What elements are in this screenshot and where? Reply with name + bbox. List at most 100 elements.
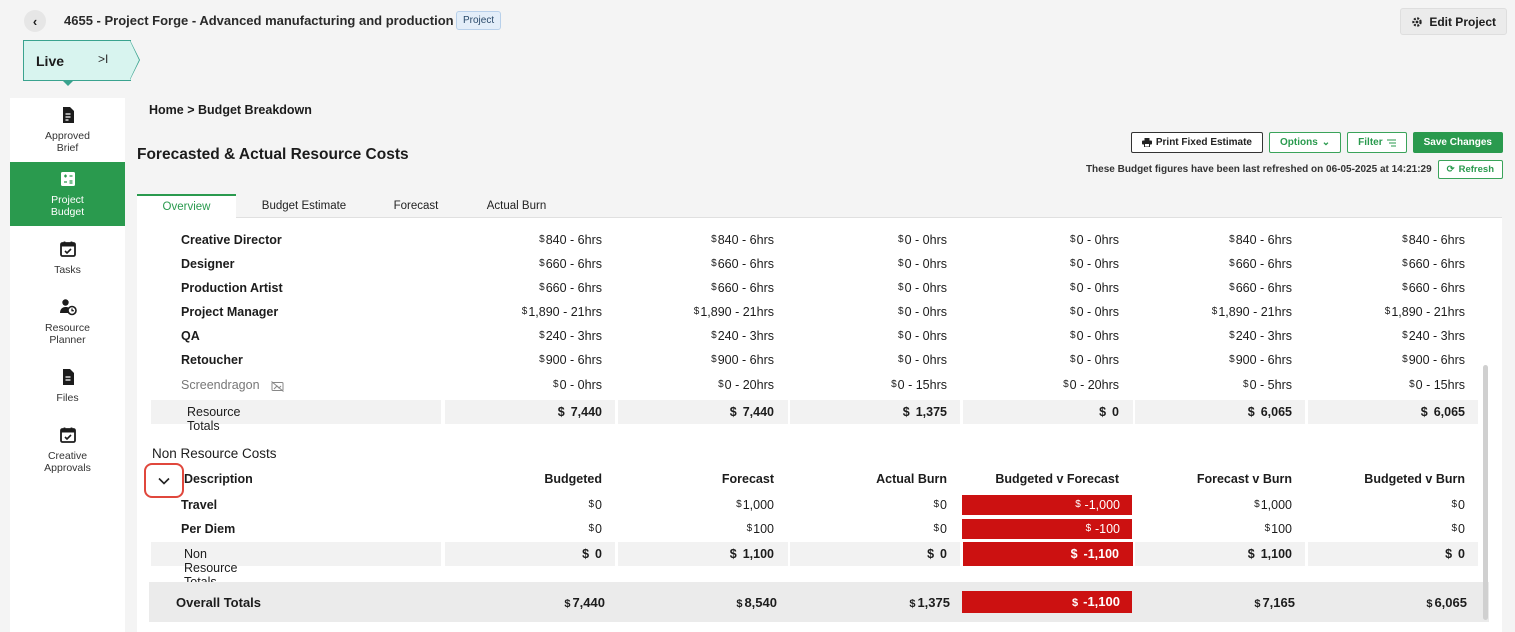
toolbar: Print Fixed Estimate Options ⌄ Filter Sa… bbox=[1130, 132, 1503, 153]
totals-cell bbox=[1135, 542, 1305, 566]
tab-bar: Overview Budget Estimate Forecast Actual… bbox=[137, 194, 1502, 218]
user-clock-icon bbox=[59, 299, 77, 316]
resource-cost-cell: $660 - 6hrs bbox=[539, 257, 602, 271]
status-toggle-icon[interactable]: >I bbox=[98, 52, 109, 66]
resource-cost-cell: $240 - 3hrs bbox=[711, 329, 774, 343]
totals-value: $0 bbox=[1099, 405, 1119, 419]
sidebar-item-project-budget[interactable]: Project Budget bbox=[10, 162, 125, 226]
refresh-icon: ⟳ bbox=[1446, 164, 1455, 175]
resource-cost-cell: $660 - 6hrs bbox=[1229, 257, 1292, 271]
non-resource-cost-cell: $1,000 bbox=[1254, 498, 1292, 512]
totals-value: $1,100 bbox=[729, 547, 774, 561]
non-resource-cost-cell: $100 bbox=[1264, 522, 1292, 536]
resource-cost-cell: $0 - 0hrs bbox=[898, 257, 947, 271]
resource-cost-cell: $660 - 6hrs bbox=[1402, 257, 1465, 271]
resource-cost-cell: $1,890 - 21hrs bbox=[1384, 305, 1465, 319]
resource-name: Production Artist bbox=[181, 281, 283, 295]
image-off-icon bbox=[271, 381, 284, 392]
totals-value: $7,440 bbox=[729, 405, 774, 419]
back-button[interactable]: ‹ bbox=[24, 10, 46, 32]
filter-button[interactable]: Filter bbox=[1347, 132, 1407, 153]
totals-cell bbox=[963, 542, 1133, 566]
non-resource-cost-cell: $0 bbox=[588, 522, 602, 536]
resource-totals-label: Resource Totals bbox=[187, 405, 241, 433]
overall-totals-row: Overall Totals $7,440 $8,540 $1,375 $ -1,10… bbox=[149, 582, 1489, 622]
resource-name: Screendragon bbox=[181, 378, 260, 392]
resource-cost-cell: $0 - 0hrs bbox=[1070, 353, 1119, 367]
scrollbar[interactable] bbox=[1483, 365, 1488, 620]
resource-name: Project Manager bbox=[181, 305, 279, 319]
resource-cost-cell: $1,890 - 21hrs bbox=[1211, 305, 1292, 319]
sidebar-item-label: Project bbox=[51, 194, 84, 206]
tab-forecast[interactable]: Forecast bbox=[393, 200, 439, 212]
totals-cell bbox=[445, 400, 615, 424]
resource-cost-cell: $660 - 6hrs bbox=[539, 281, 602, 295]
file-icon bbox=[62, 369, 74, 385]
resource-cost-cell: $0 - 0hrs bbox=[1070, 233, 1119, 247]
document-icon bbox=[62, 107, 74, 123]
filter-icon bbox=[1386, 139, 1396, 146]
totals-cell bbox=[1135, 400, 1305, 424]
chevron-down-icon: ⌄ bbox=[1321, 137, 1331, 148]
edit-project-button[interactable]: Edit Project bbox=[1400, 8, 1507, 35]
tab-actual-burn[interactable]: Actual Burn bbox=[486, 200, 547, 212]
totals-value: $ -1,100 bbox=[1070, 547, 1119, 561]
totals-value: $6,065 bbox=[1420, 405, 1465, 419]
options-button[interactable]: Options ⌄ bbox=[1269, 132, 1342, 153]
sidebar-item-label: Creative bbox=[47, 450, 88, 462]
resource-cost-cell: $840 - 6hrs bbox=[1229, 233, 1292, 247]
sidebar-item-label: Budget bbox=[50, 206, 85, 218]
resource-cost-cell: $0 - 0hrs bbox=[1070, 329, 1119, 343]
column-header: Budgeted bbox=[544, 472, 602, 486]
non-resource-cost-cell: $100 bbox=[746, 522, 774, 536]
page-title: Forecasted & Actual Resource Costs bbox=[137, 146, 409, 163]
totals-cell bbox=[445, 542, 615, 566]
resource-cost-cell: $0 - 20hrs bbox=[718, 378, 774, 392]
resource-cost-cell: $900 - 6hrs bbox=[1229, 353, 1292, 367]
sidebar-item-label: Resource bbox=[45, 322, 90, 334]
totals-value: $0 bbox=[927, 547, 947, 561]
resource-name: Creative Director bbox=[181, 233, 282, 247]
status-live: Live bbox=[23, 40, 131, 81]
resource-cost-cell: $1,890 - 21hrs bbox=[521, 305, 602, 319]
totals-cell bbox=[1308, 400, 1478, 424]
sidebar-item-approved-brief[interactable]: Approved Brief bbox=[10, 98, 125, 162]
resource-cost-cell: $0 - 0hrs bbox=[898, 353, 947, 367]
sidebar-item-label: Approvals bbox=[44, 462, 91, 474]
sidebar-item-resource-planner[interactable]: Resource Planner bbox=[10, 290, 125, 354]
print-fixed-estimate-button[interactable]: Print Fixed Estimate bbox=[1130, 132, 1263, 153]
resource-cost-cell: $0 - 0hrs bbox=[898, 329, 947, 343]
status-label: Live bbox=[36, 52, 65, 69]
overall-total-value: $7,440 bbox=[564, 595, 605, 610]
tab-overview[interactable]: Overview bbox=[137, 194, 236, 218]
resource-cost-cell: $660 - 6hrs bbox=[711, 281, 774, 295]
budget-content: Creative Director $840 - 6hrs $840 - 6hrs $… bbox=[137, 218, 1502, 632]
edit-project-label: Edit Project bbox=[1429, 14, 1496, 29]
sidebar-item-files[interactable]: Files bbox=[10, 354, 125, 418]
non-resource-cost-cell: $0 bbox=[933, 498, 947, 512]
breadcrumb-home[interactable]: Home bbox=[149, 103, 184, 117]
resource-cost-cell: $840 - 6hrs bbox=[539, 233, 602, 247]
sidebar-item-tasks[interactable]: Tasks bbox=[10, 226, 125, 290]
column-header: Forecast v Burn bbox=[1196, 472, 1292, 486]
tab-budget-estimate[interactable]: Budget Estimate bbox=[261, 200, 347, 212]
resource-cost-cell: $0 - 0hrs bbox=[1070, 305, 1119, 319]
sidebar-item-creative-approvals[interactable]: Creative Approvals bbox=[10, 418, 125, 482]
gear-icon bbox=[1412, 16, 1423, 27]
column-header: Forecast bbox=[721, 472, 774, 486]
resource-cost-cell: $900 - 6hrs bbox=[711, 353, 774, 367]
non-resource-cost-cell: $0 bbox=[933, 522, 947, 536]
totals-value: $6,065 bbox=[1247, 405, 1292, 419]
non-resource-cost-cell: $0 bbox=[1451, 498, 1465, 512]
resource-cost-cell: $660 - 6hrs bbox=[1402, 281, 1465, 295]
totals-cell bbox=[618, 400, 788, 424]
totals-cell bbox=[1308, 542, 1478, 566]
project-title: 4655 - Project Forge - Advanced manufact… bbox=[64, 13, 454, 28]
column-header-description: Description bbox=[184, 472, 253, 486]
save-changes-button[interactable]: Save Changes bbox=[1412, 132, 1503, 153]
refresh-button[interactable]: ⟳ Refresh bbox=[1437, 160, 1503, 179]
collapse-toggle-button[interactable] bbox=[144, 463, 184, 498]
resource-cost-cell: $900 - 6hrs bbox=[539, 353, 602, 367]
non-resource-cost-cell: $0 bbox=[1451, 522, 1465, 536]
sidebar-item-label: Tasks bbox=[54, 264, 81, 276]
